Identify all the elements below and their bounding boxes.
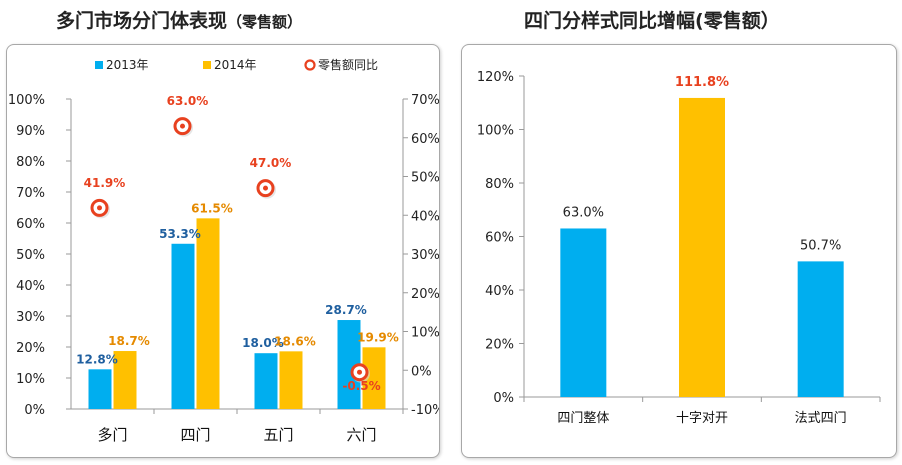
legend-swatch-2014 bbox=[203, 61, 211, 69]
y-left-tick-label: 90% bbox=[16, 124, 45, 139]
bar-2013-data-label: 12.8% bbox=[76, 352, 118, 366]
yoy-data-label: -0.5% bbox=[342, 379, 380, 393]
bar-2013 bbox=[171, 243, 195, 409]
y-right-tick-label: 30% bbox=[411, 248, 439, 263]
x-tick-label: 四门整体 bbox=[557, 411, 609, 426]
y-left-tick-label: 40% bbox=[16, 279, 45, 294]
yoy-data-label: 47.0% bbox=[250, 156, 292, 170]
yoy-point-core bbox=[263, 185, 268, 191]
y-right-tick-label: 60% bbox=[411, 132, 439, 147]
y-right-tick-label: 70% bbox=[411, 93, 439, 108]
chart1-svg: 0% 10% 20% 30% 40% 50% 60% 70% 80% 90% 100% -10% 0% 1… bbox=[8, 57, 439, 444]
y-right-tick-label: 0% bbox=[411, 364, 432, 379]
x-tick-label: 多门 bbox=[97, 426, 127, 444]
yoy-data-label: 41.9% bbox=[84, 176, 126, 190]
chart1-panel: 0% 10% 20% 30% 40% 50% 60% 70% 80% 90% 100% -10% 0% 1… bbox=[6, 44, 440, 458]
chart1-title: 多门市场分门体表现（零售额） bbox=[56, 6, 302, 33]
y-left-tick-label: 0% bbox=[24, 403, 45, 418]
y-right-tick-label: -10% bbox=[411, 403, 439, 418]
y-right-tick-label: 10% bbox=[411, 326, 439, 341]
bar-2013 bbox=[254, 353, 278, 409]
yoy-point-core bbox=[97, 205, 102, 211]
y-left-tick-label: 20% bbox=[16, 341, 45, 356]
legend-label-yoy: 零售额同比 bbox=[318, 57, 378, 72]
chart1-title-sub: （零售额） bbox=[227, 13, 303, 31]
y-left-tick-label: 30% bbox=[16, 310, 45, 325]
chart2-title: 四门分样式同比增幅(零售额） bbox=[524, 6, 780, 33]
bar-2014 bbox=[113, 351, 137, 409]
bar bbox=[797, 261, 844, 397]
y-left-tick-label: 70% bbox=[16, 186, 45, 201]
y-tick-label: 80% bbox=[485, 177, 514, 192]
bar-2014-data-label: 18.7% bbox=[108, 334, 150, 348]
y-tick-label: 120% bbox=[477, 70, 514, 85]
bar-2014-data-label: 19.9% bbox=[357, 330, 399, 344]
bar bbox=[560, 228, 607, 397]
y-tick-label: 100% bbox=[477, 124, 514, 139]
y-tick-label: 20% bbox=[485, 338, 514, 353]
y-left-tick-label: 100% bbox=[8, 93, 45, 108]
chart1-title-main: 多门市场分门体表现 bbox=[56, 10, 228, 32]
y-right-tick-label: 40% bbox=[411, 209, 439, 224]
legend-swatch-2013 bbox=[95, 61, 103, 69]
chart2-panel: 0% 20% 40% 60% 80% 100% 120% 63.0% 四门整体 111.8% 十字对… bbox=[461, 44, 897, 458]
bar-2014-data-label: 61.5% bbox=[191, 201, 233, 215]
y-tick-label: 0% bbox=[493, 391, 514, 406]
x-tick-label: 五门 bbox=[263, 426, 293, 444]
bar-2014 bbox=[362, 347, 386, 409]
x-tick-label: 十字对开 bbox=[676, 411, 728, 426]
yoy-point-core bbox=[357, 369, 362, 375]
bar-data-label: 50.7% bbox=[800, 238, 841, 253]
bar-2013 bbox=[337, 320, 361, 409]
legend-label-2014: 2014年 bbox=[214, 58, 257, 72]
bar-data-label: 63.0% bbox=[563, 205, 604, 220]
chart2-title-main: 四门分样式同比增幅 bbox=[524, 10, 696, 32]
y-tick-label: 40% bbox=[485, 284, 514, 299]
y-left-tick-label: 80% bbox=[16, 155, 45, 170]
bar-2013 bbox=[88, 369, 112, 409]
bar-2013-data-label: 53.3% bbox=[159, 227, 201, 241]
bar-2013-data-label: 18.0% bbox=[242, 336, 284, 350]
x-tick-label: 法式四门 bbox=[795, 411, 847, 426]
bar-data-label: 111.8% bbox=[675, 75, 729, 90]
y-left-tick-label: 60% bbox=[16, 217, 45, 232]
y-right-tick-label: 20% bbox=[411, 287, 439, 302]
bar-2014-data-label: 18.6% bbox=[274, 334, 316, 348]
y-left-tick-label: 50% bbox=[16, 248, 45, 263]
yoy-data-label: 63.0% bbox=[167, 94, 209, 108]
legend-label-2013: 2013年 bbox=[106, 58, 149, 72]
x-tick-label: 六门 bbox=[346, 426, 376, 444]
bar-2013-data-label: 28.7% bbox=[325, 303, 367, 317]
chart2-svg: 0% 20% 40% 60% 80% 100% 120% 63.0% 四门整体 111.8% 十字对… bbox=[477, 70, 881, 426]
bar-2014 bbox=[196, 218, 220, 409]
y-left-tick-label: 10% bbox=[16, 372, 45, 387]
bar bbox=[679, 97, 725, 397]
chart2-title-sub: (零售额） bbox=[695, 10, 780, 32]
y-tick-label: 60% bbox=[485, 231, 514, 246]
x-tick-label: 四门 bbox=[180, 426, 210, 444]
bar-2014 bbox=[279, 351, 303, 409]
legend-swatch-yoy bbox=[304, 59, 316, 71]
y-right-tick-label: 50% bbox=[411, 171, 439, 186]
yoy-point-core bbox=[180, 123, 185, 129]
